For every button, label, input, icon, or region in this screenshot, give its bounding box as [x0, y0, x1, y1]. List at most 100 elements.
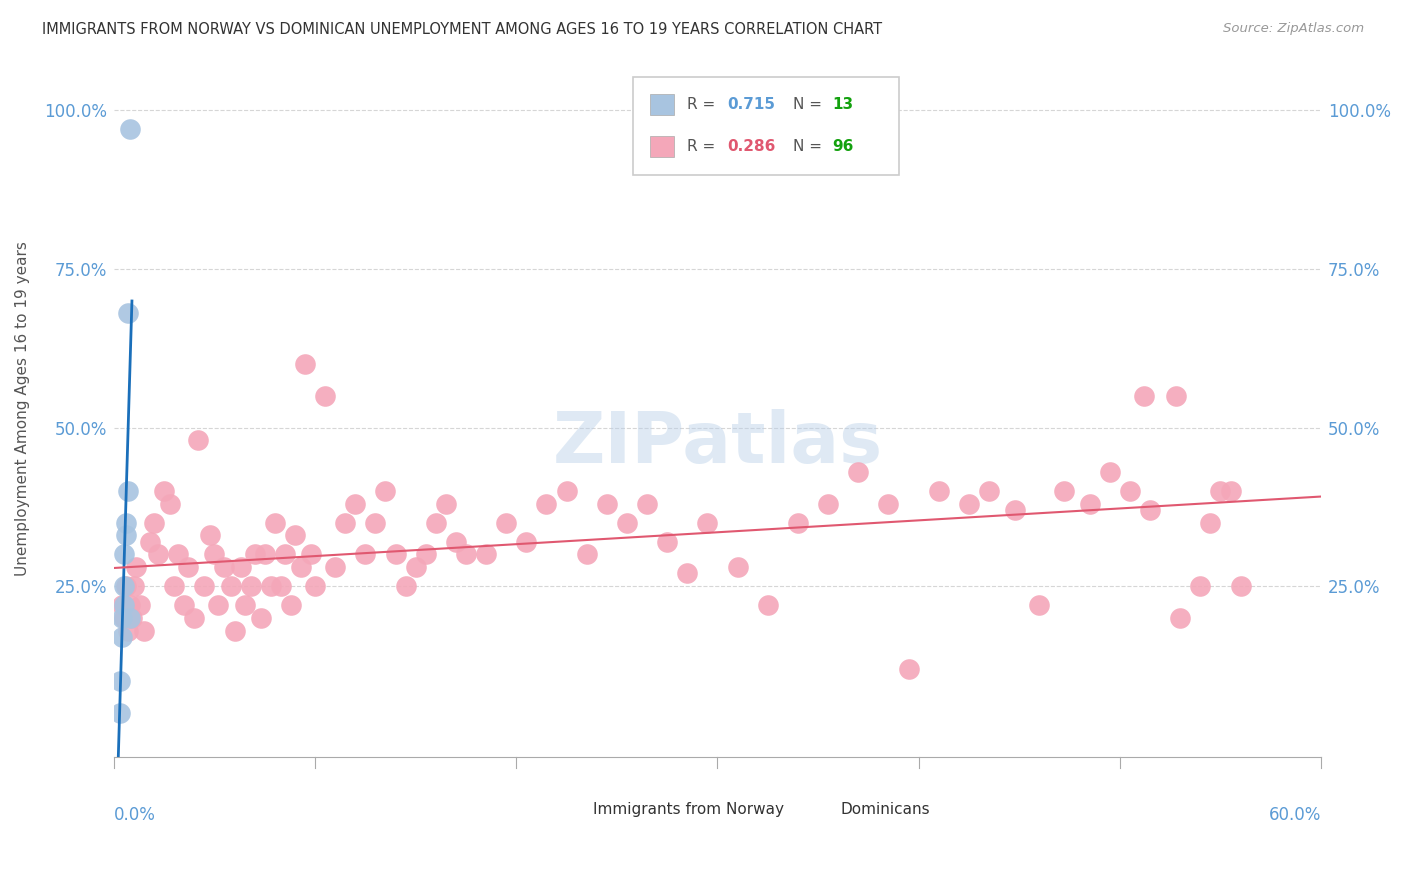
Point: [112, 598, 135, 612]
Point: [118, 122, 141, 136]
Point: [243, 548, 266, 562]
Point: [877, 497, 900, 511]
FancyBboxPatch shape: [650, 136, 673, 157]
Point: [108, 706, 131, 720]
Point: [112, 548, 135, 562]
FancyBboxPatch shape: [650, 95, 673, 115]
Point: [616, 516, 638, 530]
Point: [304, 579, 326, 593]
Point: [193, 579, 215, 593]
Text: 96: 96: [832, 139, 853, 154]
Point: [515, 534, 537, 549]
Point: [183, 611, 205, 625]
Point: [239, 579, 262, 593]
Point: [1166, 389, 1188, 403]
Point: [159, 497, 181, 511]
Point: [364, 516, 387, 530]
Point: [115, 528, 138, 542]
Point: [118, 611, 141, 625]
Point: [132, 624, 155, 638]
Text: Dominicans: Dominicans: [841, 802, 931, 817]
Point: [229, 560, 252, 574]
Point: [153, 483, 176, 498]
Point: [1078, 497, 1101, 511]
Point: [787, 516, 810, 530]
Point: [655, 534, 678, 549]
Point: [214, 560, 236, 574]
Point: [536, 497, 558, 511]
Point: [294, 357, 316, 371]
Point: [139, 534, 162, 549]
Text: 13: 13: [832, 97, 853, 112]
Text: 60.0%: 60.0%: [1268, 806, 1322, 824]
Point: [555, 483, 578, 498]
Point: [897, 662, 920, 676]
Point: [415, 548, 437, 562]
Point: [111, 611, 134, 625]
Point: [756, 598, 779, 612]
Point: [121, 611, 143, 625]
Text: Immigrants from Norway: Immigrants from Norway: [593, 802, 785, 817]
FancyBboxPatch shape: [633, 77, 898, 175]
Point: [335, 516, 357, 530]
Point: [299, 548, 322, 562]
Point: [111, 598, 134, 612]
Text: Source: ZipAtlas.com: Source: ZipAtlas.com: [1223, 22, 1364, 36]
Point: [596, 497, 619, 511]
Point: [112, 611, 135, 625]
Point: [676, 566, 699, 581]
Point: [280, 598, 302, 612]
Text: R =: R =: [688, 139, 720, 154]
Point: [284, 528, 307, 542]
Point: [846, 465, 869, 479]
Text: IMMIGRANTS FROM NORWAY VS DOMINICAN UNEMPLOYMENT AMONG AGES 16 TO 19 YEARS CORRE: IMMIGRANTS FROM NORWAY VS DOMINICAN UNEM…: [42, 22, 883, 37]
Point: [274, 548, 297, 562]
Point: [263, 516, 285, 530]
Point: [1098, 465, 1121, 479]
Point: [1004, 503, 1026, 517]
Point: [1133, 389, 1156, 403]
Point: [173, 598, 195, 612]
Point: [146, 548, 169, 562]
Text: 0.715: 0.715: [727, 97, 775, 112]
Point: [177, 560, 200, 574]
Point: [207, 598, 229, 612]
Point: [1229, 579, 1251, 593]
Point: [249, 611, 271, 625]
Point: [117, 483, 139, 498]
Point: [112, 579, 135, 593]
Text: N =: N =: [793, 139, 827, 154]
Point: [696, 516, 718, 530]
Point: [163, 579, 186, 593]
Point: [270, 579, 292, 593]
Point: [957, 497, 980, 511]
Point: [117, 306, 139, 320]
Point: [187, 434, 209, 448]
Text: ZIPatlas: ZIPatlas: [553, 409, 883, 478]
Point: [290, 560, 312, 574]
Point: [314, 389, 336, 403]
Point: [118, 598, 141, 612]
Point: [354, 548, 377, 562]
Point: [224, 624, 246, 638]
Point: [260, 579, 283, 593]
Point: [125, 560, 148, 574]
Point: [1199, 516, 1222, 530]
Point: [143, 516, 166, 530]
Point: [219, 579, 242, 593]
Point: [1189, 579, 1212, 593]
Point: [200, 528, 222, 542]
Point: [115, 579, 138, 593]
Text: 0.0%: 0.0%: [114, 806, 156, 824]
Point: [495, 516, 517, 530]
Point: [475, 548, 498, 562]
Point: [117, 624, 139, 638]
Point: [384, 548, 406, 562]
Point: [405, 560, 427, 574]
Point: [1139, 503, 1161, 517]
Point: [344, 497, 367, 511]
Point: [129, 598, 152, 612]
FancyBboxPatch shape: [807, 802, 834, 819]
Point: [454, 548, 477, 562]
Point: [977, 483, 1000, 498]
